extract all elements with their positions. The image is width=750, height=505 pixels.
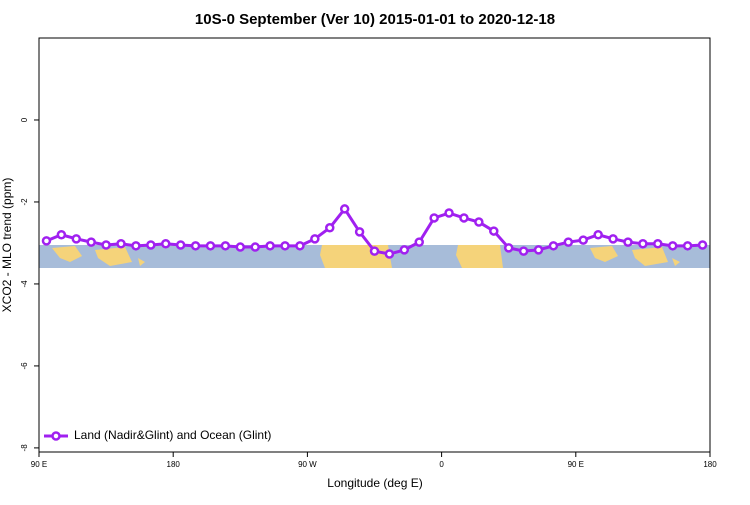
y-axis-label: XCO2 - MLO trend (ppm) [0,178,14,313]
legend-label: Land (Nadir&Glint) and Ocean (Glint) [74,428,271,442]
data-point [220,241,231,251]
data-point [86,237,96,247]
data-point [593,230,603,240]
data-point [205,241,216,251]
data-point [354,227,365,237]
y-tick-label: -4 [20,280,29,288]
data-point [667,241,678,251]
data-point [310,234,320,244]
data-point [682,241,693,251]
x-tick-label: 90 E [31,460,47,469]
data-point [563,237,574,247]
data-point [339,204,350,214]
data-point [265,241,275,251]
data-point [578,235,589,245]
y-tick-label: -6 [20,362,29,370]
data-point [623,237,633,247]
y-tick-label: 0 [20,117,29,122]
x-tick-label: 0 [439,460,444,469]
data-point [697,240,708,250]
data-point [295,241,305,251]
data-point [518,246,529,256]
data-point [503,243,514,253]
data-point [160,239,171,249]
data-point [280,241,290,251]
data-point [459,213,469,223]
data-point [116,239,126,249]
data-point [399,245,410,255]
data-point [384,249,395,259]
data-point [638,239,648,249]
data-point [56,230,67,240]
x-axis-label: Longitude (deg E) [327,476,422,490]
data-point [146,240,156,250]
data-point [429,213,439,223]
data-point [474,217,484,227]
data-point [444,208,454,218]
data-point [235,242,246,252]
data-point [101,240,111,250]
x-tick-label: 180 [167,460,181,469]
legend-marker [51,431,61,441]
data-point [548,241,559,251]
x-tick-label: 90 E [568,460,584,469]
data-point [608,234,618,244]
data-point [250,242,260,252]
data-point [190,241,201,251]
data-point [414,237,424,247]
chart-title: 10S-0 September (Ver 10) 2015-01-01 to 2… [195,11,555,28]
data-point [489,226,499,236]
data-point [131,241,141,251]
y-tick-label: -8 [20,444,29,452]
data-point [71,234,82,244]
data-point [325,223,335,233]
data-point [41,236,52,246]
x-tick-label: 90 W [298,460,317,469]
plot-frame [38,37,711,453]
data-point [369,246,380,256]
data-point [653,239,663,249]
data-point [175,240,186,250]
y-tick-label: -2 [20,198,29,206]
data-point [533,245,544,255]
x-tick-label: 180 [703,460,717,469]
